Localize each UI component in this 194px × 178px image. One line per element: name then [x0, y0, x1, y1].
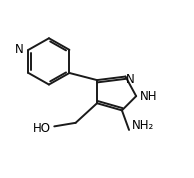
- Text: NH: NH: [140, 90, 157, 103]
- Text: NH₂: NH₂: [132, 119, 154, 132]
- Text: HO: HO: [33, 122, 51, 135]
- Text: N: N: [15, 43, 24, 56]
- Text: N: N: [126, 73, 134, 86]
